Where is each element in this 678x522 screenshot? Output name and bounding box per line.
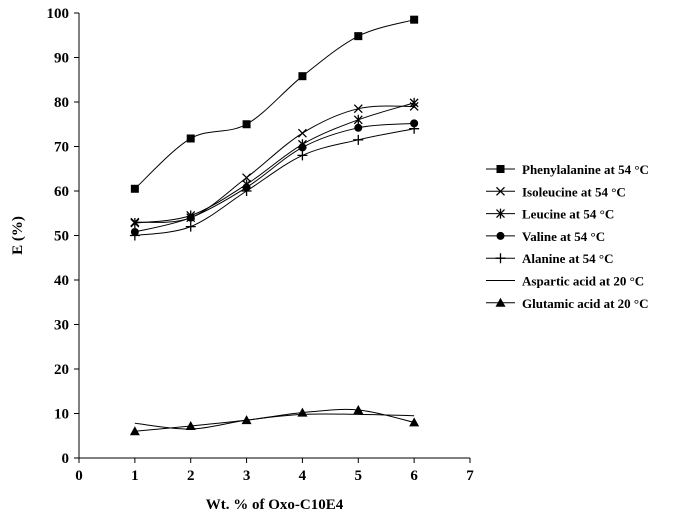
y-tick-label: 10: [54, 407, 69, 423]
data-point: [353, 114, 363, 125]
series-line: [134, 128, 415, 236]
legend-label: Aspartic acid at 20 °C: [522, 274, 644, 289]
x-tick-label: 3: [243, 468, 251, 484]
axes: 0 10 20 30 40 50 60 70 80 90 100 0 1 2 3 4 5 6 7: [47, 6, 475, 484]
legend-label: Isoleucine at 54 °C: [522, 184, 626, 199]
legend-label: Phenylalanine at 54 °C: [522, 162, 649, 177]
data-point: [129, 426, 140, 436]
legend-label: Glutamic acid at 20 °C: [522, 296, 649, 311]
x-tick-label: 4: [299, 468, 307, 484]
data-point: [242, 120, 251, 129]
x-tick-label: 1: [131, 468, 139, 484]
x-tick-label: 5: [355, 468, 363, 484]
y-tick-label: 100: [47, 6, 70, 22]
data-point: [409, 417, 420, 427]
series-line: [134, 413, 415, 430]
y-tick-label: 0: [62, 451, 70, 467]
data-point: [410, 119, 419, 128]
data-point: [353, 404, 364, 414]
data-point: [496, 186, 505, 196]
data-point: [241, 415, 252, 425]
series-layer: [129, 15, 420, 436]
y-tick-label: 70: [54, 140, 69, 156]
legend-item: Leucine at 54 °C: [486, 207, 614, 222]
y-tick-label: 20: [54, 362, 69, 378]
y-tick-label: 40: [54, 273, 69, 289]
legend-item: Valine at 54 °C: [486, 229, 605, 244]
data-point: [495, 297, 506, 307]
x-axis-title: Wt. % of Oxo-C10E4: [206, 497, 344, 513]
data-point: [410, 15, 419, 24]
x-tick-label: 2: [187, 468, 195, 484]
legend-label: Leucine at 54 °C: [522, 207, 614, 222]
series: [129, 404, 420, 436]
legend-item: Alanine at 54 °C: [486, 251, 614, 266]
legend: Phenylalanine at 54 °C Isoleucine at 54 °…: [486, 162, 649, 311]
y-axis-title: E (%): [10, 216, 26, 255]
data-point: [353, 104, 363, 114]
data-point: [354, 32, 363, 41]
legend-item: Phenylalanine at 54 °C: [486, 162, 649, 177]
data-point: [298, 143, 307, 152]
series: [130, 15, 419, 193]
data-point: [186, 213, 195, 222]
y-tick-label: 50: [54, 229, 69, 245]
data-point: [130, 184, 139, 193]
data-point: [354, 123, 363, 132]
series-line: [134, 408, 415, 432]
legend-item: Aspartic acid at 20 °C: [486, 274, 644, 289]
series: [130, 119, 419, 236]
series-line: [134, 102, 415, 224]
data-point: [496, 165, 505, 173]
data-point: [241, 186, 252, 196]
data-point: [353, 134, 364, 145]
y-tick-label: 80: [54, 95, 69, 111]
data-point: [242, 173, 252, 183]
data-point: [297, 128, 307, 138]
legend-label: Valine at 54 °C: [522, 229, 605, 244]
data-point: [495, 253, 506, 264]
series-line: [134, 122, 415, 233]
data-point: [186, 134, 195, 143]
x-tick-label: 7: [466, 468, 474, 484]
y-tick-label: 90: [54, 51, 69, 67]
data-point: [298, 72, 307, 81]
legend-item: Glutamic acid at 20 °C: [486, 296, 649, 311]
data-point: [496, 231, 505, 240]
data-point: [185, 221, 196, 232]
data-point: [130, 218, 140, 229]
y-tick-label: 60: [54, 184, 69, 200]
series: [129, 123, 420, 241]
x-tick-label: 0: [75, 468, 83, 484]
data-point: [185, 420, 196, 430]
legend-item: Isoleucine at 54 °C: [486, 184, 626, 199]
data-point: [297, 407, 308, 417]
data-point: [496, 208, 505, 219]
data-point: [409, 123, 420, 134]
data-point: [129, 230, 140, 241]
y-tick-label: 30: [54, 318, 69, 334]
series: [134, 413, 415, 430]
series: [130, 97, 419, 229]
legend-label: Alanine at 54 °C: [522, 251, 614, 266]
data-point: [409, 97, 419, 108]
x-tick-label: 6: [410, 468, 418, 484]
data-point: [297, 150, 308, 161]
